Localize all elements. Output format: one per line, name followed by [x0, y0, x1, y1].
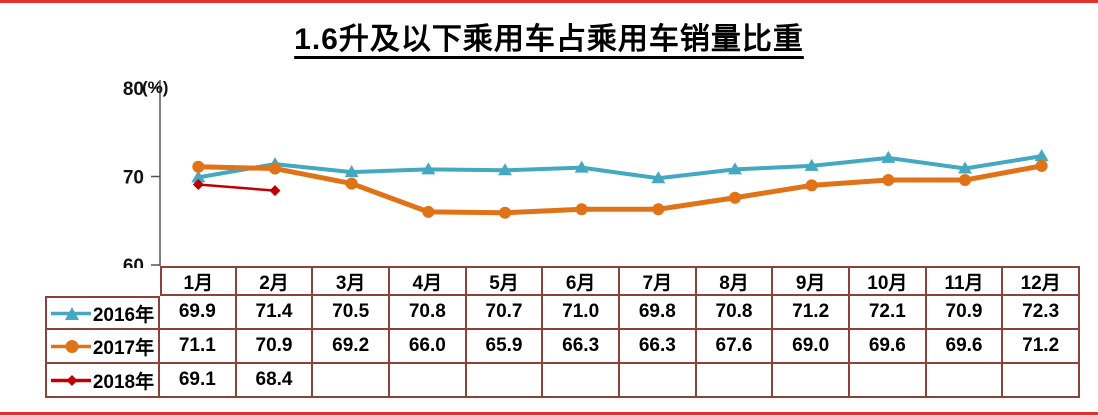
- value-cell: 66.3: [543, 330, 620, 364]
- value-cell: 70.7: [466, 296, 544, 330]
- legend-cell-0: 2016年: [45, 296, 160, 330]
- value-cell: 71.0: [543, 296, 620, 330]
- value-cell: [849, 364, 927, 398]
- value-cell: 69.1: [160, 364, 237, 398]
- value-cell: 69.2: [313, 330, 390, 364]
- legend-circle-icon: [50, 339, 91, 353]
- series-line-0: [196, 154, 1044, 181]
- month-header-cell: 4月: [389, 266, 467, 296]
- month-header-cell: 6月: [543, 266, 620, 296]
- value-cell: 66.0: [389, 330, 467, 364]
- triangle-marker-icon: [574, 160, 589, 173]
- circle-marker-icon: [1035, 159, 1048, 172]
- value-cell: 68.4: [236, 364, 314, 398]
- month-header-cell: 3月: [313, 266, 390, 296]
- value-cell: 69.9: [160, 296, 237, 330]
- value-cell: 70.9: [926, 296, 1004, 330]
- month-header-cell: 2月: [236, 266, 314, 296]
- value-cell: 72.1: [849, 296, 927, 330]
- value-cell: 71.2: [1003, 330, 1080, 364]
- value-cell: [773, 364, 850, 398]
- value-cell: 72.3: [1003, 296, 1080, 330]
- value-cell: 67.6: [696, 330, 774, 364]
- circle-marker-icon: [422, 205, 435, 218]
- circle-marker-icon: [805, 179, 818, 192]
- triangle-marker-icon: [804, 158, 819, 171]
- circle-marker-icon: [269, 162, 281, 175]
- top-border-line: [0, 0, 1098, 3]
- month-header-cell: 9月: [773, 266, 850, 296]
- triangle-marker-icon: [958, 161, 972, 174]
- value-cell: 69.6: [926, 330, 1004, 364]
- value-cell: [696, 364, 774, 398]
- circle-marker-icon: [959, 174, 971, 187]
- month-header-cell: 5月: [466, 266, 544, 296]
- value-cell: 65.9: [466, 330, 544, 364]
- legend-cell-1: 2017年: [45, 330, 160, 364]
- legend-label: 2017年: [92, 337, 155, 359]
- month-header-cell: 7月: [619, 266, 697, 296]
- table-corner-cell: [45, 266, 160, 296]
- value-cell: 71.4: [236, 296, 314, 330]
- value-cell: [619, 364, 697, 398]
- triangle-marker-icon: [1034, 149, 1049, 162]
- value-cell: [313, 364, 390, 398]
- value-cell: 69.6: [849, 330, 927, 364]
- legend-cell-2: 2018年: [45, 364, 160, 398]
- value-cell: 69.8: [619, 296, 697, 330]
- diamond-marker-icon: [192, 178, 204, 190]
- triangle-marker-icon: [651, 171, 666, 184]
- legend-label: 2018年: [92, 371, 155, 393]
- value-cell: 70.8: [389, 296, 467, 330]
- value-cell: [926, 364, 1004, 398]
- value-cell: 71.1: [160, 330, 237, 364]
- y-tick-label: 60: [123, 256, 144, 268]
- triangle-marker-icon: [191, 170, 206, 183]
- value-cell: 69.0: [773, 330, 850, 364]
- triangle-marker-icon: [881, 150, 896, 163]
- y-axis-unit-label: (%): [142, 78, 168, 97]
- circle-marker-icon: [575, 203, 588, 216]
- value-cell: [389, 364, 467, 398]
- triangle-marker-icon: [728, 162, 742, 175]
- value-cell: [1003, 364, 1080, 398]
- value-cell: [466, 364, 544, 398]
- circle-marker-icon: [345, 177, 358, 190]
- legend-triangle-icon: [50, 306, 91, 320]
- value-cell: [543, 364, 620, 398]
- month-header-cell: 8月: [696, 266, 774, 296]
- month-header-cell: 11月: [926, 266, 1004, 296]
- value-cell: 70.8: [696, 296, 774, 330]
- month-header-cell: 12月: [1003, 266, 1080, 296]
- legend-label: 2016年: [92, 304, 155, 326]
- series-line-2: [197, 183, 277, 192]
- month-header-cell: 10月: [849, 266, 927, 296]
- triangle-marker-icon: [498, 163, 512, 176]
- value-cell: 66.3: [619, 330, 697, 364]
- value-cell: 71.2: [773, 296, 850, 330]
- triangle-marker-icon: [421, 162, 436, 175]
- value-cell: 70.5: [313, 296, 390, 330]
- month-header-cell: 1月: [160, 266, 237, 296]
- triangle-marker-icon: [344, 165, 359, 178]
- data-table: 1月 2月 3月 4月 5月 6月 7月 8月 9月 10月 11月 12月 2016年 69.9 71.4…: [45, 266, 1080, 398]
- value-cell: 70.9: [236, 330, 314, 364]
- circle-marker-icon: [729, 191, 741, 204]
- circle-marker-icon: [192, 160, 205, 173]
- chart-title: 1.6升及以下乘用车占乘用车销量比重: [294, 23, 804, 56]
- circle-marker-icon: [499, 206, 511, 219]
- y-tick-label: 80: [123, 79, 144, 100]
- diamond-marker-icon: [269, 185, 281, 197]
- bottom-border-line: [0, 412, 1098, 415]
- circle-marker-icon: [882, 174, 895, 187]
- line-chart: 80 70 60 (%): [123, 78, 1049, 268]
- legend-diamond-icon: [50, 374, 91, 386]
- circle-marker-icon: [652, 203, 665, 216]
- series-line-1: [195, 163, 1045, 216]
- y-tick-label: 70: [123, 168, 144, 189]
